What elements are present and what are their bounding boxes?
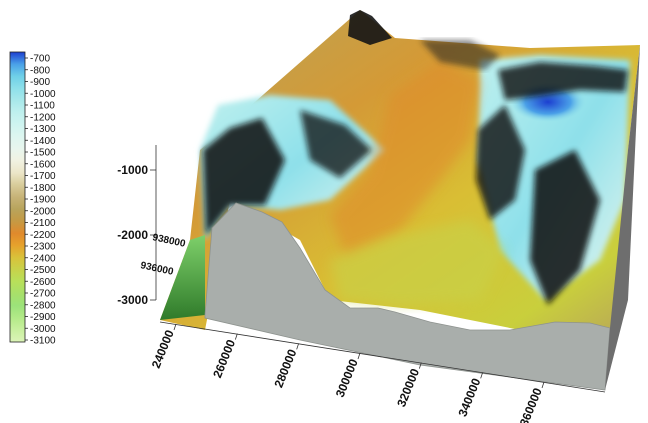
wall-left-face <box>160 235 205 320</box>
colorbar-label: -1500 <box>30 148 56 159</box>
colorbar-label: -800 <box>30 65 50 76</box>
colorbar-label: -2800 <box>30 300 56 311</box>
y-axis-label: 938000 <box>151 232 186 250</box>
colorbar-label: -1900 <box>30 195 56 206</box>
peak-top <box>348 10 392 45</box>
valley-orange <box>330 60 480 255</box>
colorbar-label: -2900 <box>30 312 56 323</box>
colorbar-label: -1000 <box>30 89 56 100</box>
colorbar-label: -2000 <box>30 206 56 217</box>
colorbar-labels: -700-800-900-1000-1100-1200-1300-1400-15… <box>25 54 56 347</box>
colorbar-label: -2600 <box>30 277 56 288</box>
z-axis-label: -1000 <box>117 163 148 177</box>
x-axis-label: 240000 <box>149 328 177 371</box>
colorbar-label: -700 <box>30 54 50 65</box>
y-axis-label: 936000 <box>139 260 174 278</box>
colorbar-label: -1600 <box>30 159 56 170</box>
colorbar-scale <box>9 51 26 343</box>
ridge-right-dark <box>498 62 628 100</box>
x-axis-tick <box>296 343 300 350</box>
front-wall <box>160 45 640 391</box>
colorbar-label: -900 <box>30 77 50 88</box>
x-axis-tick <box>418 362 422 369</box>
valley-yellow <box>330 220 505 305</box>
x-axis-tick <box>480 372 484 379</box>
colorbar-label: -2100 <box>30 218 56 229</box>
x-axis-label: 320000 <box>394 366 422 409</box>
x-axis-label: 300000 <box>333 357 361 400</box>
ridge-left-dark <box>203 118 285 235</box>
colorbar-label: -1400 <box>30 136 56 147</box>
colorbar-label: -2400 <box>30 253 56 264</box>
z-axis-label: -2000 <box>117 228 148 242</box>
x-axis-label: 280000 <box>271 347 299 390</box>
x-axis-line <box>159 321 606 393</box>
x-axis-tick <box>357 352 361 360</box>
x-axis-label: 360000 <box>517 386 545 423</box>
colorbar-label: -2200 <box>30 230 56 241</box>
colorbar-label: -1800 <box>30 183 56 194</box>
colorbar-label: -3100 <box>30 336 56 347</box>
ridge-right-dark-3 <box>530 150 600 305</box>
wall-right-face <box>605 45 640 390</box>
wall-front-face <box>204 202 611 391</box>
colorbar-label: -1200 <box>30 112 56 123</box>
colorbar-label: -1300 <box>30 124 56 135</box>
colorbar-label: -2500 <box>30 265 56 276</box>
x-axis-tick <box>234 333 238 340</box>
ridge-left-dark-2 <box>300 110 372 178</box>
ridge-right-dark-2 <box>476 105 525 220</box>
z-axis-label: -3000 <box>117 293 148 307</box>
x-axis-tick <box>541 381 545 389</box>
ridge-top-dark <box>420 40 500 70</box>
colorbar-label: -2700 <box>30 289 56 300</box>
colorbar-label: -1100 <box>30 101 55 112</box>
z-axis: -1000 -2000 -3000 <box>117 145 157 307</box>
surface-body <box>160 10 640 335</box>
x-axis-label: 260000 <box>210 337 238 380</box>
colorbar-label: -3000 <box>30 324 56 335</box>
colorbar-label: -1700 <box>30 171 56 182</box>
z-axis-ticks: -1000 -2000 -3000 <box>117 163 156 307</box>
colorbar-label: -2300 <box>30 242 56 253</box>
x-axis-tick <box>173 323 177 331</box>
x-axis-label: 340000 <box>455 376 483 419</box>
colorbar: -700-800-900-1000-1100-1200-1300-1400-15… <box>9 51 56 347</box>
